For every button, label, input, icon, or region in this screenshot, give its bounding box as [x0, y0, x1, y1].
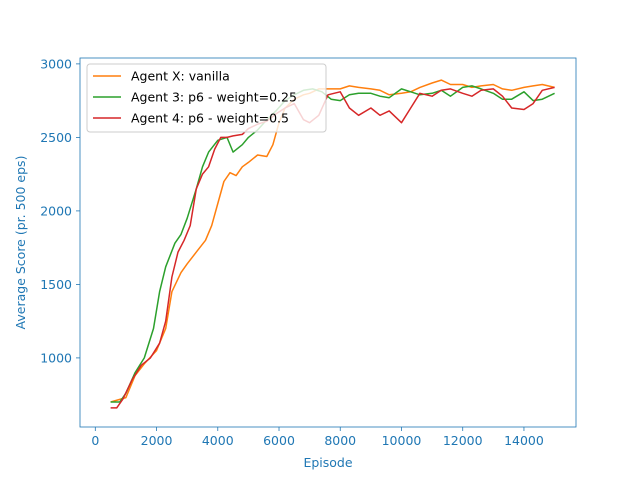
y-axis-label: Average Score (pr. 500 eps) — [13, 156, 28, 330]
y-tick-label: 2500 — [40, 130, 72, 145]
x-tick-label: 6000 — [263, 433, 295, 448]
series-line-3 — [110, 86, 555, 409]
legend-label: Agent 3: p6 - weight=0.25 — [131, 90, 297, 105]
y-axis-ticks: 1000 1500 2000 2500 3000 — [40, 56, 80, 365]
x-tick-label: 4000 — [202, 433, 234, 448]
legend-box — [86, 63, 327, 133]
y-tick-label: 3000 — [40, 56, 72, 71]
x-tick-label: 0 — [91, 433, 99, 448]
legend-label: Agent 4: p6 - weight=0.5 — [131, 111, 289, 126]
y-tick-label: 1500 — [40, 277, 72, 292]
y-tick-label: 1000 — [40, 350, 72, 365]
legend-label: Agent X: vanilla — [131, 69, 230, 84]
x-tick-label: 2000 — [141, 433, 173, 448]
x-tick-label: 14000 — [504, 433, 544, 448]
axes-frame — [79, 57, 577, 428]
x-axis-ticks: 0 2000 4000 6000 8000 10000 12000 14000 — [91, 427, 544, 448]
x-axis-label: Episode — [303, 455, 352, 470]
x-tick-label: 8000 — [324, 433, 356, 448]
x-tick-label: 10000 — [382, 433, 422, 448]
legend: Agent X: vanilla Agent 3: p6 - weight=0.2… — [86, 63, 327, 133]
x-tick-label: 12000 — [443, 433, 483, 448]
series-line-2 — [110, 85, 555, 403]
y-tick-label: 2000 — [40, 203, 72, 218]
